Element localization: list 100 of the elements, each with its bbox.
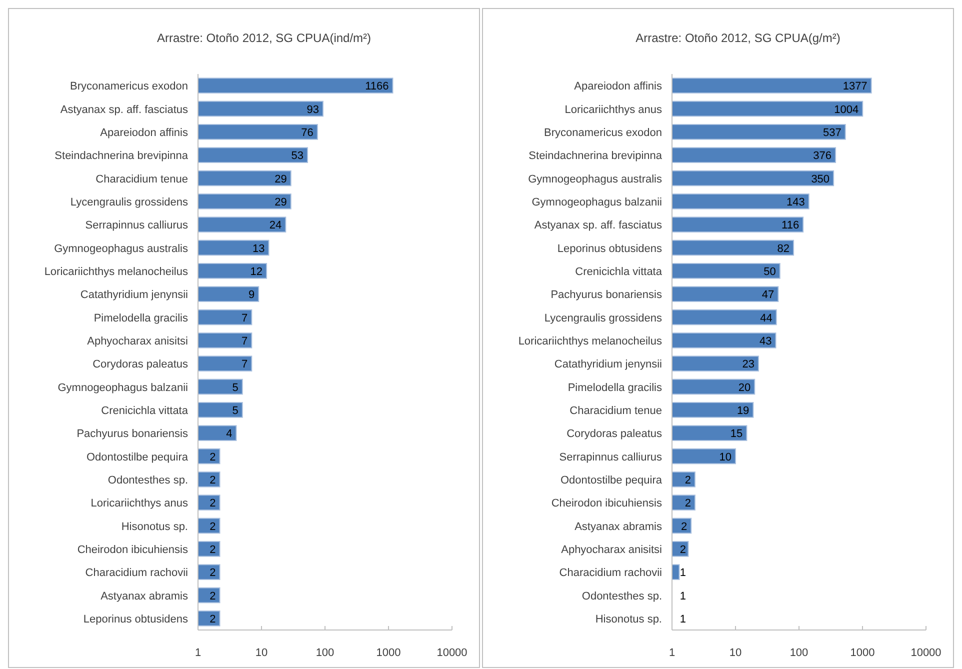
chart-title: Arrastre: Otoño 2012, SG CPUA(g/m²)	[636, 31, 840, 45]
y-tick-label: Steindachnerina brevipinna	[54, 150, 189, 162]
y-tick-label: Lycengraulis grossidens	[544, 312, 662, 324]
x-tick-label: 100	[316, 647, 334, 659]
data-label: 50	[764, 266, 776, 278]
y-tick-label: Catathyridium jenynsii	[80, 289, 188, 302]
y-tick-label: Serrapinnus calliurus	[85, 220, 188, 232]
data-label: 9	[248, 289, 255, 302]
data-label: 7	[242, 312, 248, 324]
data-label: 2	[210, 590, 216, 602]
y-tick-label: Apareiodon affinis	[574, 80, 662, 93]
data-label: 350	[811, 173, 830, 186]
data-label: 537	[822, 126, 842, 139]
data-label: 43	[759, 335, 772, 348]
chart-title: Arrastre: Otoño 2012, SG CPUA(ind/m²)	[156, 31, 372, 45]
data-label: 2	[684, 474, 691, 486]
y-tick-label: Odontostilbe pequira	[560, 474, 663, 486]
y-tick-label: Hisonotus sp.	[121, 520, 188, 533]
data-label: 376	[813, 150, 832, 162]
data-label: 5	[232, 382, 238, 394]
y-tick-label: Astyanax sp. aff. fasciatus	[60, 104, 188, 116]
y-tick-label: Pimelodella gracilis	[94, 312, 188, 324]
data-label: 93	[306, 104, 319, 116]
data-label: 5	[232, 404, 238, 417]
y-tick-label: Gymnogeophagus balzanii	[532, 196, 662, 208]
data-label: 29	[274, 196, 287, 208]
y-tick-label: Corydoras paleatus	[566, 428, 662, 440]
x-tick-label: 1000	[850, 647, 875, 659]
y-tick-label: Pachyurus bonariensis	[550, 289, 662, 302]
y-tick-label: Loricariichthys melanocheilus	[518, 335, 662, 348]
x-tick-label: 10	[729, 647, 742, 659]
data-label: 1166	[365, 80, 389, 93]
x-tick-label: 10000	[910, 647, 942, 659]
data-label: 10	[719, 451, 732, 464]
x-tick-label: 1000	[376, 647, 401, 659]
y-tick-label: Astyanax sp. aff. fasciatus	[534, 220, 662, 232]
data-label: 15	[730, 428, 743, 440]
y-tick-label: Pachyurus bonariensis	[76, 428, 188, 440]
data-label: 2	[210, 451, 216, 464]
y-tick-label: Odontesthes sp.	[108, 474, 188, 486]
data-label: 2	[684, 498, 691, 510]
data-label: 116	[782, 220, 800, 232]
data-label: 82	[777, 242, 790, 255]
data-label: 47	[762, 289, 774, 302]
data-label: 19	[736, 404, 750, 417]
y-tick-label: Serrapinnus calliurus	[559, 451, 662, 464]
y-tick-label: Steindachnerina brevipinna	[528, 150, 663, 162]
data-label: 1	[680, 613, 686, 626]
y-tick-label: Bryconamericus exodon	[70, 80, 188, 93]
data-label: 13	[252, 242, 265, 255]
y-tick-label: Pimelodella gracilis	[568, 382, 662, 394]
y-tick-label: Odontostilbe pequira	[86, 451, 189, 464]
y-tick-label: Catathyridium jenynsii	[554, 358, 662, 371]
data-label: 2	[210, 613, 216, 626]
y-tick-label: Odontesthes sp.	[582, 590, 662, 602]
data-label: 2	[680, 544, 686, 556]
y-tick-label: Aphyocharax anisitsi	[561, 544, 662, 556]
y-tick-label: Characidium tenue	[570, 404, 662, 417]
x-tick-label: 1	[668, 647, 676, 659]
y-tick-label: Loricariichthys melanocheilus	[44, 266, 188, 278]
data-label: 2	[210, 498, 216, 510]
data-label: 2	[210, 544, 216, 556]
data-label: 20	[738, 382, 751, 394]
y-tick-label: Gymnogeophagus australis	[54, 242, 188, 255]
y-tick-label: Loricariichthys anus	[564, 104, 662, 116]
data-label: 44	[760, 312, 772, 324]
y-tick-label: Loricariichthys anus	[90, 498, 188, 510]
y-tick-label: Apareiodon affinis	[100, 126, 188, 139]
y-tick-label: Cheirodon ibicuhiensis	[77, 544, 188, 556]
y-tick-label: Gymnogeophagus balzanii	[58, 382, 188, 394]
data-label: 1377	[842, 80, 868, 93]
y-tick-label: Astyanax abramis	[100, 590, 188, 602]
data-label: 4	[226, 428, 232, 440]
data-label: 1004	[834, 104, 859, 116]
y-tick-label: Astyanax abramis	[574, 520, 662, 533]
y-tick-label: Corydoras paleatus	[92, 358, 188, 371]
y-tick-label: Crenicichla vittata	[101, 404, 189, 417]
data-label: 23	[742, 358, 754, 371]
data-label: 12	[250, 266, 263, 278]
data-label: 143	[786, 196, 805, 208]
y-tick-label: Gymnogeophagus australis	[528, 173, 662, 186]
data-label: 2	[210, 474, 216, 486]
y-tick-label: Leporinus obtusidens	[557, 242, 662, 255]
y-tick-label: Characidium rachovii	[85, 567, 188, 580]
y-tick-label: Hisonotus sp.	[595, 613, 662, 626]
y-tick-label: Leporinus obtusidens	[83, 613, 188, 626]
y-tick-label: Characidium rachovii	[559, 567, 662, 580]
data-label: 1	[680, 590, 686, 602]
y-tick-label: Cheirodon ibicuhiensis	[551, 498, 662, 510]
y-tick-label: Aphyocharax anisitsi	[87, 335, 188, 348]
data-label: 29	[274, 173, 287, 186]
data-label: 53	[291, 150, 304, 162]
x-tick-label: 100	[790, 647, 808, 659]
data-label: 2	[210, 567, 216, 580]
y-tick-label: Lycengraulis grossidens	[70, 196, 188, 208]
data-label: 7	[242, 358, 248, 371]
y-tick-label: Crenicichla vittata	[575, 266, 663, 278]
data-label: 1	[680, 567, 686, 580]
x-tick-label: 10	[255, 647, 268, 659]
data-label: 24	[269, 220, 282, 232]
